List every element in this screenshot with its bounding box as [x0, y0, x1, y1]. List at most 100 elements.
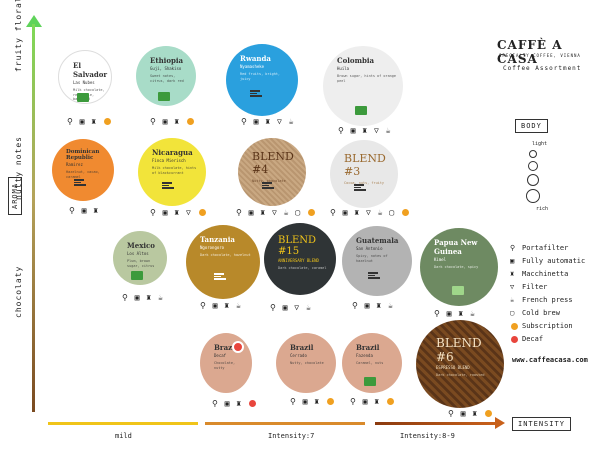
website-link[interactable]: www.caffeacasa.com — [512, 356, 588, 364]
coffee-name: Tanzania — [200, 235, 235, 244]
coffee-origin: ANNIVERSARY BLEND — [278, 258, 319, 263]
organic-badge-icon — [158, 92, 170, 101]
coffee-brazil-decaf[interactable]: Brazil Decaf Chocolate, nutty — [200, 333, 252, 393]
coffee-nicaragua[interactable]: Nicaragua Finca Mierisch Milk chocolate,… — [138, 138, 206, 206]
coffee-tanzania[interactable]: Tanzania Ngorongoro Dark chocolate, haze… — [186, 225, 260, 299]
organic-badge-icon — [355, 106, 367, 115]
coffee-origin: Ngorongoro — [200, 245, 225, 250]
legend-item-subscription: Subscription — [510, 322, 573, 330]
x-label-intensity-7: Intensity:7 — [268, 432, 315, 440]
coffee-blend-6[interactable]: BLEND #6 ESPRESSO BLEND Dark chocolate, … — [416, 320, 504, 408]
legend-item-cold-brew: ▢ Cold brew — [510, 309, 560, 317]
y-axis-arrow-icon — [26, 15, 42, 27]
methods-blend-3: ⚲ ▣ ♜ ▽ ☕ ▢ — [330, 208, 409, 217]
coffee-name: BLEND #4 — [252, 150, 294, 176]
methods-nicaragua: ⚲ ▣ ♜ ▽ — [150, 208, 206, 217]
coffee-name: Dominican Republic — [66, 149, 100, 161]
methods-rwanda: ⚲ ▣ ♜ ▽ ☕ — [241, 117, 295, 126]
coffee-name: Guatemala — [356, 236, 399, 245]
legend-label: Subscription — [522, 322, 573, 330]
coffee-description: Caramel, nuts — [356, 361, 384, 365]
coffee-name: Brazil — [290, 343, 314, 352]
coffee-description: Cocoa, nuts, fruity — [344, 181, 385, 185]
brand-logo: CAFFÈ A CASA — [497, 38, 563, 66]
coffee-origin: ESPRESSO BLEND — [436, 365, 470, 370]
methods-brazil-decaf: ⚲ ▣ ♜ — [212, 399, 256, 408]
coffee-dominican-republic[interactable]: Dominican Republic Ramirez Hazelnut, cac… — [52, 139, 114, 201]
coffee-name: Rwanda — [240, 54, 271, 63]
legend-item-decaf: Decaf — [510, 335, 543, 343]
coffee-mexico[interactable]: Mexico Los Altos Plum, brown sugar, citr… — [113, 231, 167, 285]
coffee-name: BLEND #6 — [436, 336, 482, 364]
assortment-subtitle: Coffee Assortment — [503, 65, 582, 72]
coffee-description: Brown sugar, hints of orange peel — [337, 74, 397, 83]
macchinetta-icon: ♜ — [510, 270, 515, 278]
legend-label: Decaf — [522, 335, 544, 343]
body-circle-3-icon — [527, 174, 539, 186]
coffee-description: Nutty, chocolate — [290, 361, 324, 365]
legend-label: Fully automatic — [522, 257, 586, 265]
coffee-origin: Las Nubes — [73, 80, 95, 85]
coffee-origin: Cerrado — [290, 353, 307, 358]
coffee-brazil-2[interactable]: Brazil Fazenda Caramel, nuts — [342, 333, 402, 393]
legend-label: Filter — [522, 283, 548, 291]
strength-bars-icon — [368, 272, 382, 282]
coffee-el-salvador[interactable]: El Salvador Las Nubes Milk chocolate, re… — [58, 50, 112, 104]
organic-badge-icon — [77, 93, 89, 102]
methods-brazil: ⚲ ▣ ♜ — [290, 397, 334, 406]
fully-automatic-icon: ▣ — [510, 257, 515, 265]
coffee-description: Milk chocolate, hints of blackcurrant — [152, 166, 197, 175]
coffee-name: BLEND #15 — [278, 235, 317, 257]
aroma-axis — [32, 24, 35, 412]
coffee-papua-new-guinea[interactable]: Papua New Guinea Kimel Dark chocolate, s… — [420, 228, 498, 306]
french-press-icon: ☕ — [510, 296, 515, 304]
coffee-name: El Salvador — [73, 61, 108, 79]
strength-bars-icon — [162, 182, 176, 192]
body-title: BODY — [515, 119, 548, 133]
coffee-guatemala[interactable]: Guatemala San Antonio Spicy, notes of ha… — [342, 226, 412, 296]
intensity-bar-7 — [205, 422, 365, 425]
coffee-description: Nutty, chocolate — [252, 179, 286, 183]
body-circle-2-icon — [528, 161, 538, 171]
coffee-description: Hazelnut, cacao, caramel — [66, 170, 100, 179]
coffee-origin: Los Altos — [127, 251, 149, 256]
coffee-name: Brazil — [214, 343, 238, 352]
y-label-fruity: fruity floral — [14, 0, 23, 72]
coffee-name: Papua New Guinea — [434, 238, 478, 256]
coffee-blend-15[interactable]: BLEND #15 ANNIVERSARY BLEND Dark chocola… — [264, 223, 336, 295]
strength-bars-icon — [74, 179, 88, 189]
coffee-brazil[interactable]: Brazil Cerrado Nutty, chocolate — [276, 333, 336, 393]
y-label-nutty: nutty notes — [14, 136, 23, 200]
methods-blend-15: ⚲ ▣ ▽ ☕ — [270, 303, 312, 312]
intensity-bar-mild — [48, 422, 198, 425]
organic-badge-icon — [452, 286, 464, 295]
methods-brazil-2: ⚲ ▣ ♜ — [350, 397, 394, 406]
coffee-blend-3[interactable]: BLEND #3 Cocoa, nuts, fruity — [330, 140, 398, 208]
coffee-ethiopia[interactable]: Ethiopia Guji, Shakiso Sweet notes, citr… — [136, 46, 196, 106]
coffee-rwanda[interactable]: Rwanda Nyamasheke Red fruits, bright, ju… — [226, 44, 298, 116]
coffee-name: Ethiopia — [150, 56, 184, 65]
x-label-intensity-8-9: Intensity:8-9 — [400, 432, 455, 440]
coffee-name: Brazil — [356, 343, 380, 352]
methods-papua: ⚲ ▣ ♜ ☕ — [434, 309, 476, 318]
coffee-description: Sweet notes, citrus, dark red — [150, 74, 184, 83]
body-circle-1-icon — [529, 150, 537, 158]
body-light-label: light — [532, 141, 548, 147]
coffee-description: Plum, brown sugar, citrus — [127, 259, 155, 268]
coffee-name: Colombia — [337, 56, 375, 65]
x-axis-arrow-icon — [495, 417, 505, 429]
coffee-description: Chocolate, nutty — [214, 361, 236, 370]
coffee-description: Dark chocolate, hazelnut — [200, 253, 251, 257]
methods-mexico: ⚲ ▣ ♜ ☕ — [122, 293, 164, 302]
subscription-icon — [510, 322, 522, 330]
coffee-name: Nicaragua — [152, 148, 193, 157]
coffee-blend-4[interactable]: BLEND #4 Nutty, chocolate — [238, 138, 306, 206]
coffee-origin: San Antonio — [356, 246, 383, 251]
coffee-name: Mexico — [127, 241, 155, 250]
x-label-mild: mild — [115, 432, 132, 440]
coffee-colombia[interactable]: Colombia Huila Brown sugar, hints of ora… — [323, 46, 403, 126]
decaf-icon — [510, 335, 522, 343]
coffee-description: Spicy, notes of hazelnut — [356, 254, 388, 263]
legend-label: Portafilter — [522, 244, 569, 252]
legend-item-french-press: ☕ French press — [510, 296, 573, 304]
